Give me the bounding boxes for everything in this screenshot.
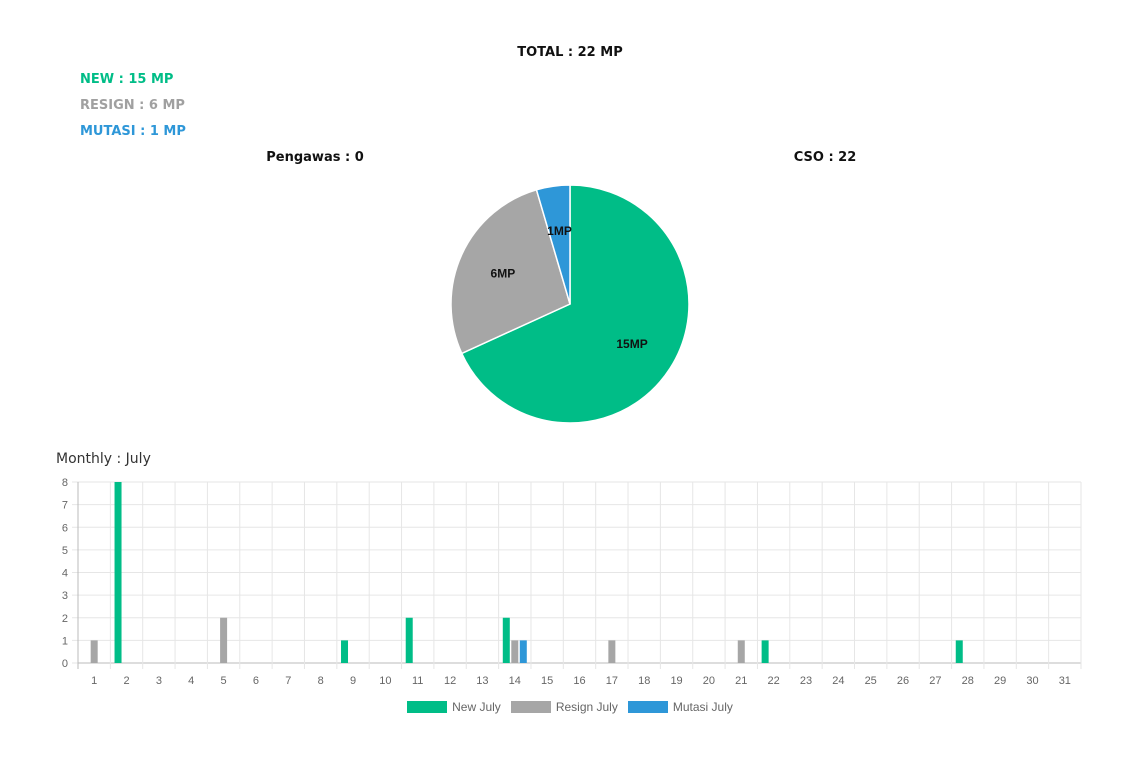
x-tick-label: 19	[670, 675, 682, 687]
bar-new-july[interactable]	[341, 640, 349, 663]
y-tick-label: 2	[62, 613, 68, 625]
x-tick-label: 11	[412, 675, 423, 687]
pie-slice-label: 15MP	[616, 337, 647, 351]
x-tick-label: 8	[318, 675, 324, 687]
bar-resign-july[interactable]	[511, 640, 519, 663]
legend-item-resign[interactable]: Resign July	[510, 700, 618, 714]
x-tick-label: 28	[962, 675, 974, 687]
bar-resign-july[interactable]	[90, 640, 98, 663]
x-tick-label: 22	[768, 675, 780, 687]
x-tick-label: 13	[476, 675, 488, 687]
legend-item-mutasi[interactable]: Mutasi July	[627, 700, 733, 714]
pengawas-count: Pengawas : 0	[266, 150, 364, 165]
legend-label-new: New July	[452, 700, 501, 714]
pie-slice-label: 1MP	[547, 224, 572, 238]
x-tick-label: 29	[994, 675, 1006, 687]
summary-new: NEW : 15 MP	[80, 72, 174, 87]
x-tick-label: 25	[865, 675, 877, 687]
pie-slice[interactable]	[535, 184, 571, 305]
x-tick-label: 14	[509, 675, 521, 687]
x-tick-label: 27	[929, 675, 941, 687]
x-tick-label: 23	[800, 675, 812, 687]
bar-new-july[interactable]	[405, 617, 413, 663]
bar-new-july[interactable]	[114, 482, 122, 663]
y-tick-label: 5	[62, 545, 68, 557]
x-tick-label: 31	[1059, 675, 1071, 687]
x-tick-label: 2	[123, 675, 129, 687]
x-tick-label: 4	[188, 675, 194, 687]
x-tick-label: 30	[1026, 675, 1038, 687]
pie-slice[interactable]	[460, 184, 690, 424]
summary-resign: RESIGN : 6 MP	[80, 98, 185, 113]
bar-new-july[interactable]	[955, 640, 963, 663]
x-tick-label: 10	[379, 675, 391, 687]
summary-list: NEW : 15 MP RESIGN : 6 MP MUTASI : 1 MP	[80, 71, 186, 149]
legend-swatch-new	[407, 701, 448, 713]
x-tick-label: 20	[703, 675, 715, 687]
y-tick-label: 4	[62, 568, 68, 580]
y-tick-label: 6	[62, 522, 68, 534]
x-tick-label: 24	[832, 675, 844, 687]
x-tick-label: 17	[606, 675, 618, 687]
x-tick-label: 12	[444, 675, 456, 687]
bar-new-july[interactable]	[502, 617, 510, 663]
x-tick-label: 15	[541, 675, 553, 687]
monthly-title: Monthly : July	[56, 451, 151, 467]
x-tick-label: 9	[350, 675, 356, 687]
x-tick-label: 18	[638, 675, 650, 687]
pie-chart: 15MP 6MP 1MP	[450, 184, 690, 424]
bar-resign-july[interactable]	[220, 617, 228, 663]
y-tick-label: 0	[62, 658, 68, 670]
y-tick-label: 7	[62, 500, 68, 512]
legend-swatch-resign	[510, 701, 551, 713]
legend-label-mutasi: Mutasi July	[672, 700, 733, 714]
x-tick-label: 21	[735, 675, 747, 687]
x-tick-label: 6	[253, 675, 259, 687]
x-tick-label: 3	[156, 675, 162, 687]
legend-item-new[interactable]: New July	[407, 700, 501, 714]
total-title: TOTAL : 22 MP	[517, 45, 623, 60]
y-tick-label: 8	[62, 477, 68, 489]
bar-mutasi-july[interactable]	[519, 640, 527, 663]
x-tick-label: 1	[91, 675, 97, 687]
legend-label-resign: Resign July	[555, 700, 618, 714]
y-tick-label: 3	[62, 590, 68, 602]
x-tick-label: 7	[285, 675, 291, 687]
x-tick-label: 16	[573, 675, 585, 687]
legend-swatch-mutasi	[627, 701, 668, 713]
bar-new-july[interactable]	[761, 640, 769, 663]
x-tick-label: 5	[221, 675, 227, 687]
cso-count: CSO : 22	[793, 150, 857, 165]
bar-resign-july[interactable]	[737, 640, 745, 663]
chart-legend: New July Resign July Mutasi July	[0, 700, 1140, 714]
x-tick-label: 26	[897, 675, 909, 687]
pie-slice-label: 6MP	[491, 266, 516, 280]
summary-mutasi: MUTASI : 1 MP	[80, 124, 186, 139]
pie-slice[interactable]	[450, 188, 571, 355]
bar-resign-july[interactable]	[608, 640, 616, 663]
y-tick-label: 1	[62, 635, 68, 647]
